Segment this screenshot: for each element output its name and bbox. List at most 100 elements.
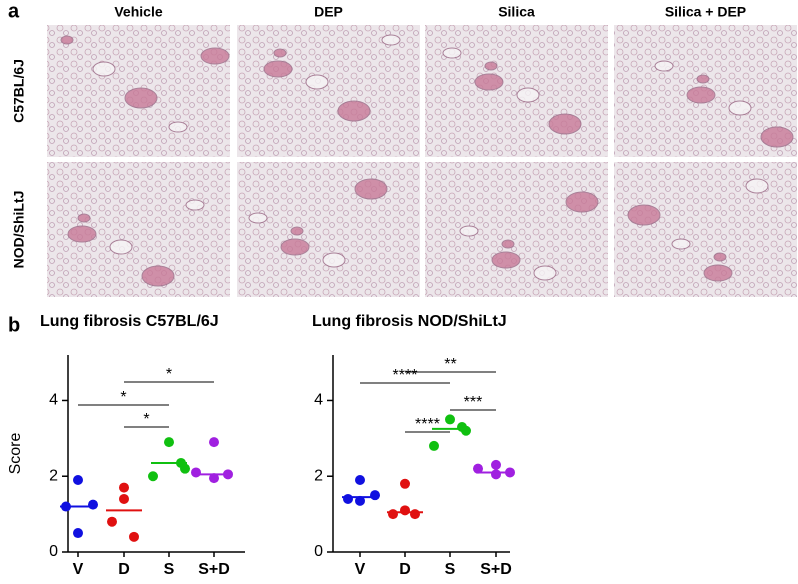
tissue-feature bbox=[686, 86, 716, 104]
tissue-feature bbox=[77, 213, 91, 223]
column-header: Silica + DEP bbox=[665, 4, 746, 20]
data-point bbox=[388, 509, 398, 520]
column-header: Vehicle bbox=[114, 4, 162, 20]
tissue-feature bbox=[337, 100, 371, 122]
tissue-feature bbox=[141, 265, 175, 287]
y-tick-label: 2 bbox=[314, 467, 323, 484]
significance-label: ** bbox=[444, 356, 456, 373]
data-point bbox=[445, 414, 455, 425]
tissue-feature bbox=[280, 238, 310, 256]
data-point bbox=[461, 425, 471, 436]
tissue-feature bbox=[305, 74, 329, 90]
row-label: C57BL/6J bbox=[11, 59, 27, 123]
histology-image bbox=[237, 162, 420, 297]
data-point bbox=[73, 475, 83, 486]
data-point bbox=[180, 463, 190, 474]
tissue-feature bbox=[533, 265, 557, 281]
significance-label: **** bbox=[393, 367, 418, 384]
tissue-feature bbox=[703, 264, 733, 282]
significance-label: **** bbox=[415, 416, 440, 433]
data-point bbox=[429, 440, 439, 451]
data-point bbox=[119, 482, 129, 493]
tissue-feature bbox=[627, 204, 661, 226]
data-point bbox=[410, 509, 420, 520]
significance-label: * bbox=[143, 411, 149, 428]
y-tick-label: 2 bbox=[49, 467, 58, 484]
data-point bbox=[164, 437, 174, 448]
x-tick-label: S+D bbox=[198, 561, 230, 578]
y-tick-label: 4 bbox=[314, 392, 323, 409]
tissue-feature bbox=[484, 61, 498, 71]
data-point bbox=[191, 467, 201, 478]
tissue-feature bbox=[565, 191, 599, 213]
histology-image bbox=[425, 162, 608, 297]
data-point bbox=[400, 478, 410, 489]
tissue-feature bbox=[67, 225, 97, 243]
tissue-feature bbox=[671, 238, 691, 250]
data-point bbox=[209, 473, 219, 484]
data-point bbox=[370, 490, 380, 501]
panel-label: a bbox=[8, 0, 20, 22]
x-tick-label: D bbox=[399, 561, 411, 578]
tissue-feature bbox=[200, 47, 230, 65]
column-header: Silica bbox=[498, 4, 535, 20]
tissue-feature bbox=[760, 126, 794, 148]
data-point bbox=[148, 471, 158, 482]
tissue-feature bbox=[185, 199, 205, 211]
tissue-feature bbox=[290, 226, 304, 236]
x-tick-label: S+D bbox=[480, 561, 512, 578]
tissue-feature bbox=[713, 252, 727, 262]
tissue-feature bbox=[60, 35, 74, 45]
y-axis-label: Score bbox=[7, 433, 24, 475]
histology-image bbox=[237, 25, 420, 157]
panel-label: b bbox=[8, 314, 20, 336]
tissue-feature bbox=[474, 73, 504, 91]
tissue-feature bbox=[501, 239, 515, 249]
tissue-feature bbox=[442, 47, 462, 59]
tissue-feature bbox=[654, 60, 674, 72]
tissue-feature bbox=[124, 87, 158, 109]
data-point bbox=[343, 493, 353, 504]
column-header: DEP bbox=[314, 4, 343, 20]
chart-title: Lung fibrosis NOD/ShiLtJ bbox=[312, 313, 507, 330]
tissue-feature bbox=[263, 60, 293, 78]
x-tick-label: V bbox=[355, 561, 366, 578]
significance-label: *** bbox=[464, 394, 483, 411]
tissue-feature bbox=[248, 212, 268, 224]
tissue-feature bbox=[728, 100, 752, 116]
tissue-feature bbox=[459, 225, 479, 237]
chart-title: Lung fibrosis C57BL/6J bbox=[40, 313, 219, 330]
y-tick-label: 4 bbox=[49, 392, 58, 409]
data-point bbox=[73, 528, 83, 539]
data-point bbox=[491, 469, 501, 480]
tissue-feature bbox=[354, 178, 388, 200]
data-point bbox=[129, 531, 139, 542]
data-point bbox=[107, 516, 117, 527]
row-label: NOD/ShiLtJ bbox=[11, 191, 27, 269]
tissue-feature bbox=[322, 252, 346, 268]
tissue-feature bbox=[168, 121, 188, 133]
tissue-feature bbox=[109, 239, 133, 255]
data-point bbox=[491, 459, 501, 470]
tissue-feature bbox=[92, 61, 116, 77]
tissue-feature bbox=[745, 178, 769, 194]
x-tick-label: V bbox=[73, 561, 84, 578]
histology-image bbox=[425, 25, 608, 157]
tissue-feature bbox=[548, 113, 582, 135]
tissue-feature bbox=[516, 87, 540, 103]
x-tick-label: S bbox=[445, 561, 456, 578]
data-point bbox=[209, 437, 219, 448]
data-point bbox=[119, 493, 129, 504]
x-tick-label: S bbox=[164, 561, 175, 578]
significance-label: * bbox=[166, 366, 172, 383]
significance-label: * bbox=[120, 389, 126, 406]
x-tick-label: D bbox=[118, 561, 130, 578]
tissue-feature bbox=[273, 48, 287, 58]
data-point bbox=[88, 499, 98, 510]
y-tick-label: 0 bbox=[314, 543, 323, 560]
data-point bbox=[400, 505, 410, 516]
data-point bbox=[355, 495, 365, 506]
tissue-feature bbox=[491, 251, 521, 269]
data-point bbox=[355, 475, 365, 486]
